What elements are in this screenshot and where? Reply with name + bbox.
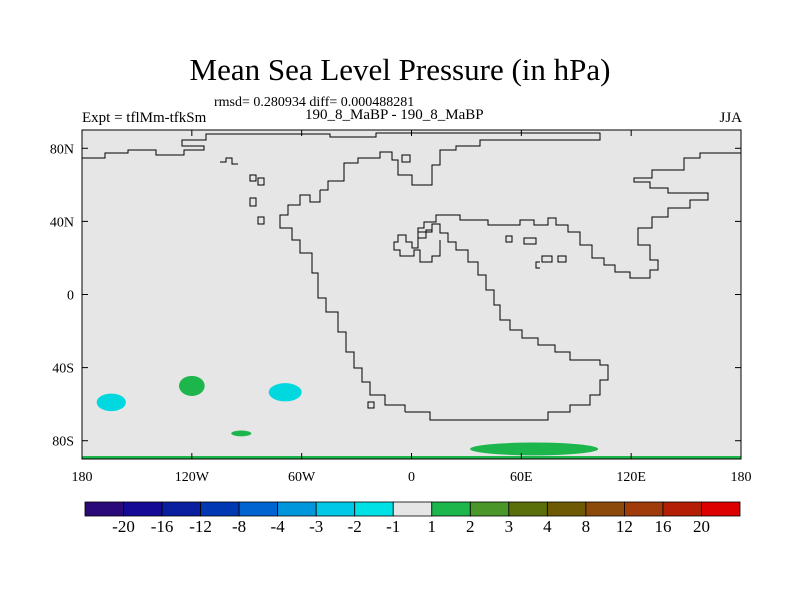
anomaly-cyan-south-pacific-east	[268, 383, 302, 402]
coastline-americas	[279, 190, 406, 412]
lon-tick-label: 180	[72, 470, 93, 485]
colorbar-label: -4	[270, 517, 285, 536]
colorbar-swatch	[200, 501, 240, 517]
lat-tick-label: 40N	[50, 215, 74, 230]
colorbar-label: 20	[692, 517, 710, 536]
coastline-island-3	[257, 216, 265, 225]
anomaly-green-antarctic-east	[470, 442, 599, 456]
coastline-arctic	[82, 132, 601, 191]
colorbar-swatch	[546, 501, 587, 517]
coastline-island-7	[541, 255, 553, 263]
colorbar-swatch	[508, 501, 548, 517]
colorbar-swatch	[624, 501, 664, 517]
colorbar-label: -16	[150, 517, 174, 536]
longitude-axis: 180 120W 60W 0 60E 120E 180	[72, 130, 752, 485]
coastline-island-9	[535, 261, 540, 269]
colorbar-label: 3	[504, 517, 514, 536]
plot-title: Mean Sea Level Pressure (in hPa)	[189, 52, 611, 87]
colorbar-swatch	[469, 501, 510, 517]
season-label: JJA	[719, 110, 742, 126]
coastline-island-5	[505, 235, 513, 243]
colorbar-label: 16	[654, 517, 672, 536]
colorbar-swatch	[662, 501, 702, 517]
colorbar-swatch	[701, 501, 741, 517]
lat-tick-label: 40S	[52, 362, 74, 377]
anomaly-cyan-south-pacific-west	[96, 393, 126, 412]
coastline-island-8	[557, 255, 567, 263]
anomaly-green-south-pacific	[179, 375, 205, 396]
latitude-axis: 80N 40N 0 40S 80S	[50, 142, 741, 450]
coastline-greenland	[220, 157, 238, 165]
coastline-africa-eurasia	[393, 223, 609, 421]
coastline-island-10	[367, 401, 375, 409]
colorbar-swatch	[238, 501, 279, 517]
lat-tick-label: 0	[67, 289, 74, 304]
experiment-label: Expt = tflMm-tfkSm	[82, 110, 207, 126]
anomaly-layer	[96, 375, 599, 456]
colorbar-swatch	[161, 501, 201, 517]
colorbar-label: -2	[347, 517, 362, 536]
colorbar-label: -12	[189, 517, 212, 536]
colorbar-swatch	[123, 501, 163, 517]
coastline-hudson	[249, 174, 257, 182]
lon-tick-label: 60W	[288, 470, 316, 485]
colorbar-label: 12	[615, 517, 633, 536]
lon-tick-label: 0	[408, 470, 415, 485]
lat-tick-label: 80N	[50, 142, 74, 157]
colorbar-swatch	[392, 501, 433, 517]
lat-tick-label: 80S	[52, 435, 74, 450]
coastline-island-4	[401, 154, 411, 163]
colorbar-swatch	[277, 501, 317, 517]
coastline-island-1	[257, 177, 265, 186]
lon-tick-label: 120W	[175, 470, 210, 485]
colorbar-label: -20	[112, 517, 135, 536]
colorbar-label: 8	[581, 517, 591, 536]
anomaly-green-small-south	[231, 430, 252, 437]
colorbar	[84, 501, 741, 517]
lon-tick-label: 120E	[616, 470, 646, 485]
plot-subtitle: 190_8_MaBP - 190_8_MaBP	[305, 107, 484, 123]
colorbar-label: 4	[543, 517, 552, 536]
colorbar-label: 1	[427, 517, 437, 536]
colorbar-swatch	[354, 501, 394, 517]
lon-tick-label: 60E	[510, 470, 533, 485]
colorbar-swatch	[431, 501, 471, 517]
colorbar-label: -8	[232, 517, 247, 536]
colorbar-swatch	[585, 501, 625, 517]
rmsd-diff-stats: rmsd= 0.280934 diff= 0.000488281	[214, 95, 415, 110]
colorbar-label: -1	[386, 517, 401, 536]
coastline-east-asia	[417, 152, 741, 279]
coastlines	[82, 132, 741, 421]
colorbar-label: 2	[466, 517, 475, 536]
colorbar-swatch	[315, 501, 356, 517]
colorbar-label: -3	[309, 517, 324, 536]
coastline-island-2	[249, 197, 257, 207]
lon-tick-label: 180	[731, 470, 752, 485]
coastline-island-6	[523, 237, 537, 245]
colorbar-swatch	[84, 501, 124, 517]
coastline-red-sea	[418, 226, 433, 233]
